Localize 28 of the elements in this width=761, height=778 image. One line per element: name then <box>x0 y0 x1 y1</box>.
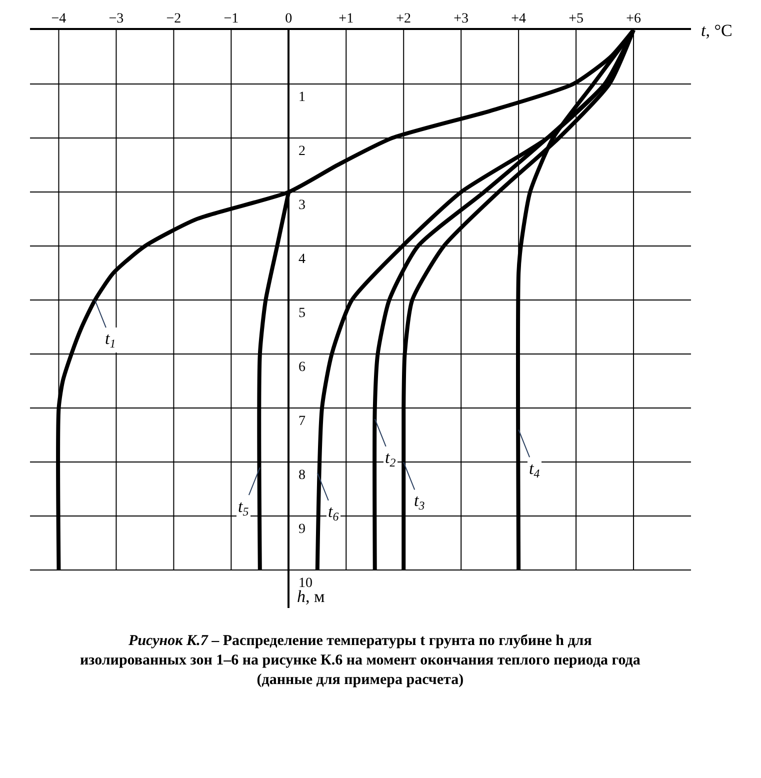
annotation: t$_{1}$ <box>105 329 116 351</box>
annotation: t$_{3}$ <box>414 491 425 513</box>
x-tick-label: −4 <box>51 11 66 26</box>
x-tick-label: −3 <box>108 11 124 26</box>
x-tick-label: +6 <box>626 11 641 26</box>
annotation: t$_{2}$ <box>385 448 396 470</box>
y-tick-label: 8 <box>298 468 306 484</box>
y-tick-label: 7 <box>298 414 306 430</box>
x-axis-title: t, °C <box>701 21 732 40</box>
y-tick-label: 5 <box>298 306 306 321</box>
x-tick-label: +4 <box>511 11 526 26</box>
x-tick-label: 0 <box>285 11 292 26</box>
text: Рисунок К.7 – Распределение температуры t грунта по глубине h для изолированных зон 1–6 на рисунке К.6 на момент окончания теплого периода года (данные для примера расчета) <box>80 633 641 688</box>
x-tick-label: −1 <box>224 11 239 26</box>
annotation: t$_{6}$ <box>328 502 339 524</box>
y-tick-label: 6 <box>298 360 306 376</box>
x-tick-label: +2 <box>396 11 412 26</box>
annotation: t$_{5}$ <box>238 497 249 519</box>
x-tick-label: +1 <box>338 11 354 26</box>
x-tick-label: −2 <box>166 11 182 26</box>
annotation: t$_{4}$ <box>529 459 540 481</box>
x-tick-label: +3 <box>454 11 469 26</box>
x-tick-label: +5 <box>568 11 584 26</box>
y-tick-label: 3 <box>298 198 306 213</box>
y-tick-label: 9 <box>298 522 306 538</box>
y-tick-label: 1 <box>298 90 306 105</box>
y-tick-label: 4 <box>298 252 306 267</box>
y-tick-label: 2 <box>298 144 306 159</box>
